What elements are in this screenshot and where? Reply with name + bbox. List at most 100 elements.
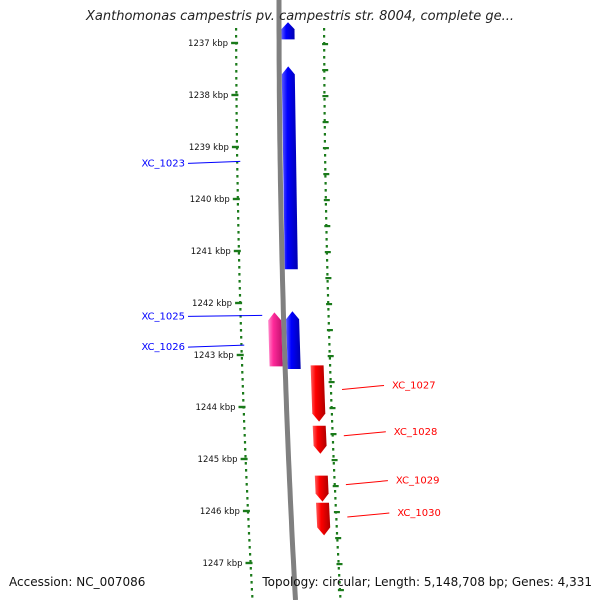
track-dot <box>324 182 327 185</box>
track-dot <box>248 546 251 549</box>
track-dot <box>325 217 328 220</box>
track-dot <box>250 581 253 584</box>
track-dot <box>246 497 249 500</box>
track-dot <box>245 476 248 479</box>
track-dot <box>335 525 338 528</box>
gene-leader-line <box>187 160 241 164</box>
track-dot <box>240 336 243 339</box>
track-dot <box>238 259 241 262</box>
gene-label[interactable]: XC_1025 <box>141 311 185 322</box>
track-dot <box>238 266 241 269</box>
track-dot <box>323 98 326 101</box>
minor-tick <box>330 433 337 436</box>
minor-tick <box>331 459 338 462</box>
minor-tick <box>332 485 339 488</box>
gene-leader-line <box>345 480 388 486</box>
xc-1030-feature[interactable] <box>316 502 331 536</box>
track-dot <box>235 112 238 115</box>
track-dot <box>325 210 328 213</box>
track-dot <box>332 455 335 458</box>
gene-label[interactable]: XC_1029 <box>396 476 440 487</box>
gene-label[interactable]: XC_1026 <box>141 342 185 353</box>
track-dot <box>237 217 240 220</box>
xc-1026-feature[interactable] <box>286 311 301 369</box>
track-dot <box>328 343 331 346</box>
track-dot <box>247 518 250 521</box>
gene-label[interactable]: XC_1030 <box>397 508 441 519</box>
xc-1027-feature[interactable] <box>310 365 326 422</box>
track-dot <box>323 56 326 59</box>
track-dot <box>336 539 339 542</box>
track-dot <box>331 434 334 437</box>
tick-label: 1240 kbp <box>190 195 230 205</box>
xc-1025-feature[interactable] <box>268 312 283 367</box>
gene-leader-line <box>187 344 245 348</box>
track-dot <box>239 315 242 318</box>
track-dot <box>323 91 326 94</box>
track-dot <box>248 539 251 542</box>
major-tick <box>238 405 246 409</box>
track-dot <box>238 273 241 276</box>
track-dot <box>237 238 240 241</box>
track-dot <box>333 483 336 486</box>
track-dot <box>242 413 245 416</box>
tick-label: 1239 kbp <box>189 143 229 153</box>
tick-label: 1237 kbp <box>188 39 228 49</box>
track-dot <box>235 35 238 38</box>
track-dot <box>246 490 249 493</box>
ruler-dotted-track <box>235 28 254 598</box>
major-tick <box>233 249 241 253</box>
minor-tick <box>324 251 331 254</box>
reverse-dotted-track <box>322 28 344 598</box>
gene-label[interactable]: XC_1027 <box>392 380 436 391</box>
track-dot <box>237 210 240 213</box>
gene-leader-line <box>341 384 385 390</box>
major-tick <box>245 561 253 565</box>
track-dot <box>325 231 328 234</box>
track-dot <box>338 581 341 584</box>
genes-layer <box>268 22 331 536</box>
minor-tick <box>333 511 340 514</box>
genome-backbone <box>276 0 298 600</box>
track-dot <box>333 476 336 479</box>
track-dot <box>251 595 254 598</box>
track-dot <box>327 322 330 325</box>
gene-feature[interactable] <box>281 22 295 40</box>
minor-tick <box>322 121 329 124</box>
track-dot <box>323 105 326 108</box>
track-dot <box>335 532 339 535</box>
track-dot <box>241 364 244 367</box>
minor-tick <box>329 407 336 410</box>
track-dot <box>236 189 239 192</box>
track-dot <box>325 252 328 255</box>
track-dot <box>235 133 238 136</box>
page-title: Xanthomonas campestris pv. campestris st… <box>86 9 514 24</box>
track-dot <box>246 511 250 514</box>
track-dot <box>326 266 329 269</box>
track-dot <box>239 329 243 332</box>
track-dot <box>235 28 238 31</box>
track-dot <box>323 49 326 52</box>
track-dot <box>330 413 333 416</box>
track-dot <box>237 224 240 227</box>
xc-1028-feature[interactable] <box>312 425 327 454</box>
xc-1029-feature[interactable] <box>314 475 329 502</box>
track-dot <box>339 595 342 598</box>
gene-label[interactable]: XC_1028 <box>394 427 438 438</box>
track-dot <box>324 168 327 171</box>
track-dot <box>337 560 340 563</box>
track-dot <box>334 504 337 507</box>
track-dot <box>329 371 332 374</box>
track-dot <box>238 294 242 297</box>
major-tick <box>235 301 243 305</box>
xc-1023-feature[interactable] <box>281 66 298 270</box>
track-dot <box>324 154 327 157</box>
minor-tick <box>324 225 331 228</box>
gene-label[interactable]: XC_1023 <box>141 158 185 169</box>
track-dot <box>333 469 336 472</box>
track-dot <box>236 168 239 171</box>
accession-text: Accession: NC_007086 <box>9 575 146 589</box>
track-dot <box>246 504 249 507</box>
track-dot <box>239 322 242 325</box>
track-dot <box>244 455 247 458</box>
